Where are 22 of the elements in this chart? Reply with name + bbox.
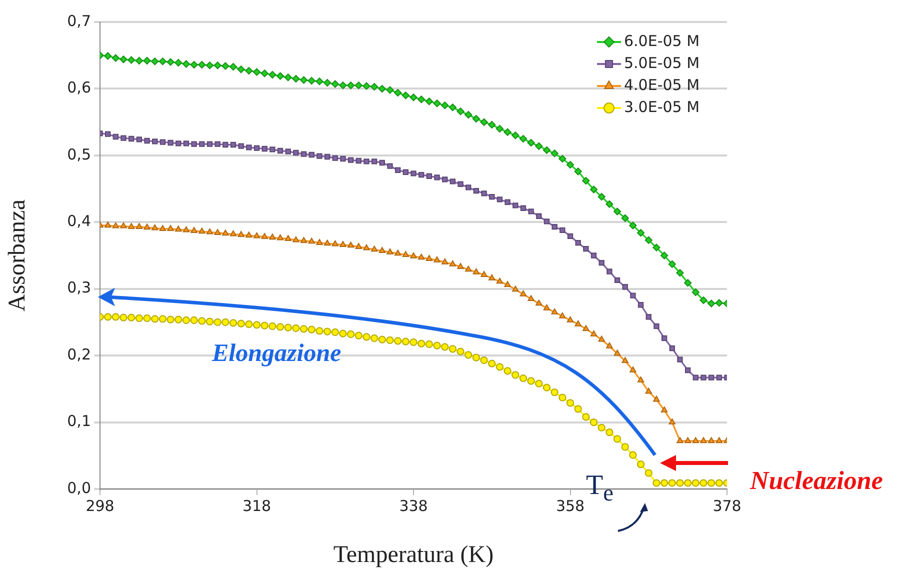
x-tick-label: 298 — [86, 496, 114, 515]
legend-label: 3.0E-05 M — [624, 98, 700, 116]
y-axis-title: Assorbanza — [4, 199, 31, 312]
y-tick-label: 0,2 — [67, 345, 91, 364]
legend-label: 5.0E-05 M — [624, 54, 700, 72]
x-axis-title: Temperatura (K) — [333, 542, 494, 568]
x-tick-label: 338 — [399, 496, 428, 515]
annotation: Elongazione — [212, 340, 342, 368]
annotation: T$_{e}$ — [586, 470, 614, 508]
y-tick-label: 0,3 — [67, 278, 91, 297]
x-tick-label: 378 — [712, 496, 742, 515]
x-tick-label: 358 — [556, 496, 585, 515]
legend-label: 6.0E-05 M — [624, 32, 700, 50]
y-tick-label: 0,1 — [67, 412, 91, 430]
legend-label: 4.0E-05 M — [624, 76, 700, 94]
y-tick-label: 0,5 — [67, 145, 91, 164]
y-tick-label: 0,0 — [67, 478, 91, 497]
y-tick-label: 0,4 — [67, 212, 91, 230]
y-tick-label: 0,6 — [67, 78, 91, 97]
y-tick-label: 0,7 — [67, 12, 91, 30]
text: Nucleazione — [750, 466, 883, 496]
x-tick-label: 318 — [242, 496, 272, 515]
